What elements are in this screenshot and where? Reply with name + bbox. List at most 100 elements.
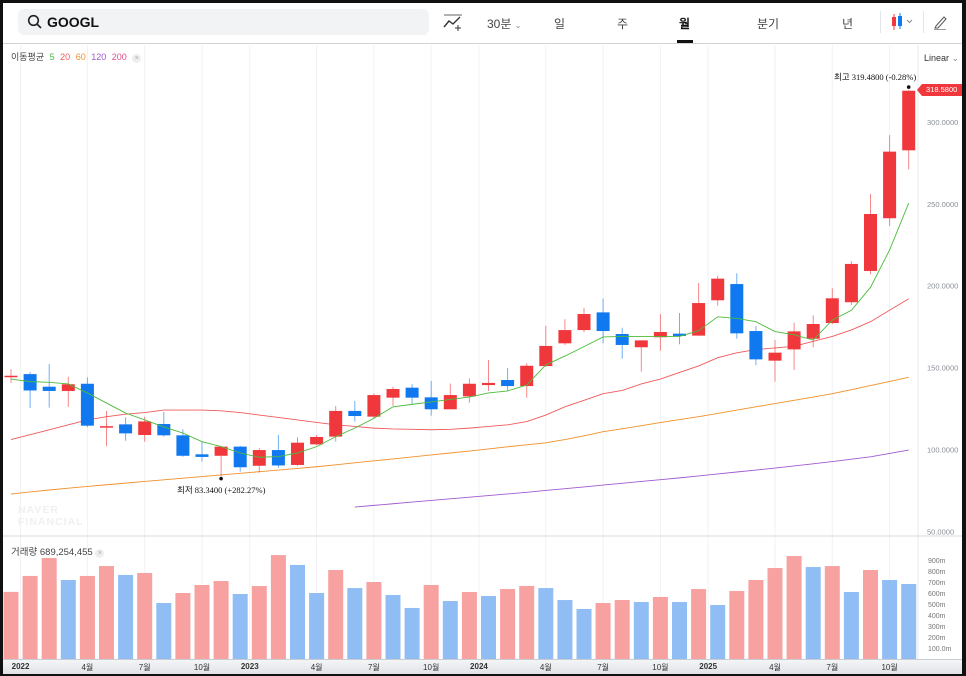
ma-120-label[interactable]: 120	[91, 52, 107, 62]
candle-body	[4, 375, 18, 378]
volume-bar	[863, 570, 878, 659]
divider	[923, 11, 924, 33]
tab-year[interactable]: 년	[842, 17, 854, 31]
volume-tick-label: 300m	[928, 624, 946, 631]
candle	[214, 446, 228, 477]
candle-body	[271, 450, 285, 466]
current-price-tag: 318.5800	[917, 84, 962, 96]
candle-body	[138, 421, 152, 435]
candle	[462, 378, 476, 403]
candle-body	[482, 382, 495, 386]
price-tick-label: 50.0000	[927, 527, 954, 536]
volume-bar	[270, 555, 286, 659]
candle-body	[501, 379, 515, 387]
volume-bar	[882, 580, 898, 659]
candle-body	[348, 410, 362, 417]
time-axis-label: 2022	[11, 662, 30, 671]
symbol-text: GOOGL	[47, 14, 100, 30]
volume-bar	[194, 584, 210, 659]
candle-body	[615, 333, 629, 345]
candle-body	[558, 330, 572, 344]
candle-body	[768, 352, 782, 361]
toolbar: GOOGL 30분 ⌄ 일 주 월 분기 년	[3, 3, 962, 44]
candle	[61, 376, 75, 407]
candle	[348, 400, 362, 422]
chevron-down-icon: ⌄	[514, 21, 522, 30]
candle	[367, 393, 381, 419]
volume-bar	[500, 589, 516, 659]
volume-bar	[557, 600, 573, 659]
candle	[119, 417, 133, 441]
candle	[329, 406, 343, 442]
candle-body	[577, 314, 591, 331]
close-volume-icon[interactable]: ×	[95, 549, 105, 558]
add-indicator-icon[interactable]	[443, 14, 463, 32]
candle-body	[119, 424, 133, 434]
close-ma-icon[interactable]: ×	[132, 54, 142, 63]
candle	[195, 441, 209, 462]
tab-quarter[interactable]: 분기	[757, 17, 780, 31]
search-input[interactable]: GOOGL	[18, 9, 429, 35]
scale-dropdown[interactable]: Linear ⌄	[924, 53, 959, 64]
candle	[844, 260, 858, 306]
ma-5-label[interactable]: 5	[49, 52, 55, 62]
time-axis-label: 7월	[138, 663, 151, 672]
volume-bar	[519, 585, 535, 659]
tab-week[interactable]: 주	[617, 17, 629, 31]
price-chart[interactable]: 300.0000 250.0000 200.0000 150.0000 100.0000…	[3, 3, 962, 674]
time-axis[interactable]: 2022 4월 7월 10월 2023 4월 7월 10월 2024 4월 7월 10월 2025 4월 7…	[3, 659, 962, 674]
volume-bar	[156, 603, 172, 659]
volume-bar	[41, 558, 57, 659]
volume-bar	[633, 602, 649, 659]
ma-20-label[interactable]: 20	[60, 52, 71, 62]
time-axis-label: 2024	[470, 662, 488, 671]
candle	[711, 275, 725, 306]
price-tick-label: 150.0000	[927, 364, 958, 373]
volume-bar	[786, 556, 802, 659]
time-axis-label: 4월	[539, 663, 552, 672]
volume-bar	[538, 588, 554, 659]
volume-bar	[843, 592, 859, 659]
volume-bar	[576, 608, 592, 659]
candle-body	[233, 446, 247, 468]
candle-body	[749, 331, 763, 360]
volume-tick-label: 400m	[928, 613, 946, 620]
chart-type-candle-icon[interactable]	[890, 13, 916, 31]
time-axis-label: 7월	[367, 663, 380, 672]
volume-bar	[901, 583, 917, 659]
volume-bar	[175, 593, 191, 659]
interval-dropdown[interactable]: 30분 ⌄	[487, 15, 521, 32]
ma-200-label[interactable]: 200	[111, 52, 127, 62]
candle-body	[61, 384, 75, 391]
candle	[539, 325, 553, 367]
candle-body	[252, 450, 266, 466]
tab-day[interactable]: 일	[554, 17, 566, 31]
candle	[768, 340, 782, 382]
tab-month[interactable]: 월	[679, 17, 691, 31]
pencil-icon[interactable]	[933, 14, 947, 30]
time-axis-label: 4월	[769, 663, 781, 672]
watermark-line: FINANCIAL	[18, 516, 84, 528]
candle-body	[634, 340, 648, 348]
time-axis-label: 10월	[423, 663, 440, 672]
candle-body	[673, 333, 686, 336]
volume-bar	[366, 582, 382, 659]
candle-body	[214, 446, 228, 456]
candle	[291, 437, 304, 466]
price-tick-label: 100.0000	[927, 445, 958, 454]
candle-body	[23, 374, 37, 391]
candle	[42, 363, 56, 408]
candle	[558, 319, 572, 345]
ma-5-line	[10, 202, 910, 458]
volume-bar	[99, 566, 114, 659]
volume-bar	[481, 595, 496, 659]
high-marker	[906, 85, 911, 89]
time-axis-label: 7월	[597, 663, 609, 672]
volume-bar	[232, 593, 248, 659]
candle-body	[195, 454, 209, 457]
volume-bar	[22, 575, 38, 659]
candle-body	[825, 298, 839, 324]
chevron-down-icon: ⌄	[951, 53, 960, 63]
ma-60-label[interactable]: 60	[75, 52, 86, 62]
time-axis-label: 7월	[826, 663, 839, 672]
